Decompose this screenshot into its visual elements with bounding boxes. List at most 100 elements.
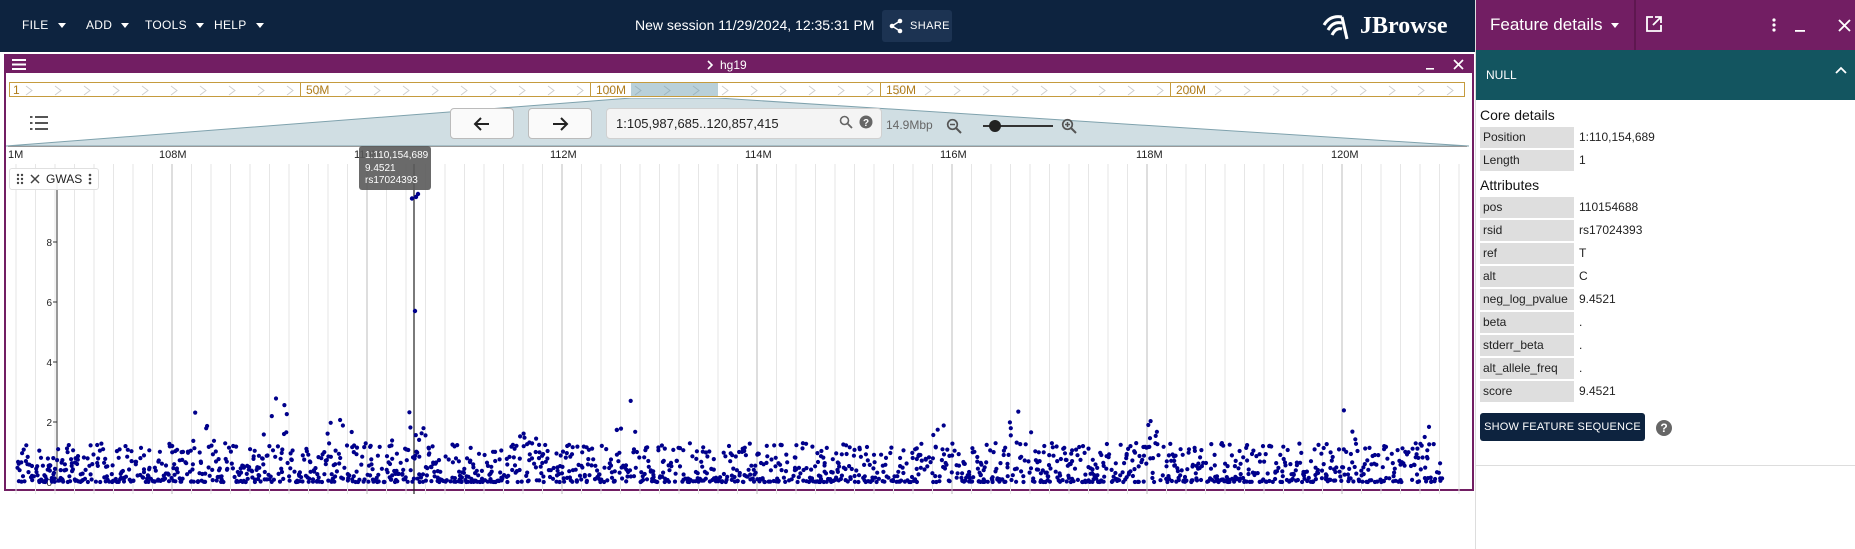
- snp-point: [651, 469, 656, 474]
- snp-point: [1093, 462, 1098, 467]
- snp-point: [595, 468, 600, 473]
- view-title[interactable]: hg19: [706, 58, 747, 72]
- snp-point: [735, 478, 740, 484]
- snp-point: [362, 445, 367, 450]
- session-title[interactable]: New session 11/29/2024, 12:35:31 PM: [635, 17, 875, 33]
- snp-point: [282, 403, 287, 408]
- track-label-gwas[interactable]: GWAS: [9, 168, 100, 190]
- file-menu[interactable]: FILE: [22, 18, 66, 32]
- more-vert-icon[interactable]: [1772, 18, 1776, 32]
- snp-point: [1154, 429, 1159, 434]
- snp-point: [517, 467, 522, 473]
- snp-point: [58, 468, 63, 473]
- snp-point: [1392, 466, 1397, 471]
- feature-details-drawer: Feature details NULL Core details Positi…: [1475, 0, 1855, 549]
- snp-point: [131, 478, 136, 483]
- close-drawer-icon[interactable]: [1838, 19, 1851, 32]
- snp-point: [910, 455, 915, 461]
- gwas-track-plot[interactable]: 8 6 4 2 0: [8, 164, 1467, 494]
- drawer-title: Feature details: [1490, 15, 1603, 34]
- snp-point: [624, 479, 629, 484]
- help-icon[interactable]: ?: [1656, 420, 1672, 436]
- drawer-widget-select[interactable]: Feature details: [1476, 0, 1636, 50]
- snp-point: [751, 479, 757, 484]
- snp-point: [289, 457, 294, 462]
- scroll-right-button[interactable]: [528, 108, 592, 139]
- snp-point: [65, 450, 70, 455]
- snp-point: [265, 453, 270, 458]
- snp-point: [589, 463, 594, 468]
- track-menu-icon[interactable]: [88, 173, 92, 185]
- scroll-left-button[interactable]: [450, 108, 514, 139]
- snp-point: [20, 474, 26, 479]
- feature-accordion-header[interactable]: NULL: [1476, 50, 1855, 100]
- snp-point: [279, 469, 285, 475]
- drag-handle-icon[interactable]: [16, 173, 24, 185]
- snp-point: [20, 451, 25, 456]
- snp-point: [618, 426, 624, 431]
- help-icon[interactable]: ?: [859, 115, 873, 129]
- snp-point: [1126, 446, 1131, 451]
- tooltip-position: 1:110,154,689: [365, 150, 429, 161]
- snp-point: [793, 455, 798, 460]
- view-menu-icon[interactable]: [12, 59, 26, 70]
- snp-point: [1172, 463, 1177, 468]
- zoom-slider-track[interactable]: [983, 125, 1053, 127]
- search-icon[interactable]: [839, 115, 853, 129]
- track-selector-icon[interactable]: [30, 116, 48, 130]
- coordinate-ruler[interactable]: 1M 108M 110M 112M 114M 116M 118M 120M: [8, 146, 1467, 164]
- snp-point: [916, 472, 921, 477]
- snp-point: [1182, 474, 1188, 480]
- snp-point: [760, 476, 765, 481]
- snp-point: [340, 476, 346, 481]
- snp-point: [587, 473, 592, 478]
- snp-point: [909, 474, 915, 480]
- snp-point: [390, 473, 395, 478]
- snp-point: [1122, 461, 1127, 466]
- help-menu[interactable]: HELP: [214, 18, 264, 32]
- location-search-input[interactable]: 1:105,987,685..120,857,415 ?: [606, 108, 882, 139]
- add-menu[interactable]: ADD: [86, 18, 130, 32]
- show-feature-sequence-button[interactable]: SHOW FEATURE SEQUENCE: [1480, 413, 1645, 441]
- chevron-up-icon[interactable]: [1835, 66, 1847, 74]
- overview-highlight[interactable]: [631, 83, 718, 96]
- snp-point: [854, 468, 859, 473]
- attr-row: Length 1: [1480, 149, 1855, 172]
- snp-point: [1150, 456, 1156, 461]
- snp-point: [586, 447, 592, 452]
- snp-point: [668, 460, 674, 465]
- close-icon[interactable]: [1453, 59, 1464, 70]
- minimize-drawer-icon[interactable]: [1794, 18, 1806, 32]
- overview-tick: [880, 83, 881, 96]
- snp-point: [69, 463, 74, 468]
- close-track-icon[interactable]: [30, 174, 40, 184]
- snp-point: [116, 455, 121, 460]
- share-button[interactable]: SHARE: [882, 10, 952, 42]
- snp-point: [1021, 479, 1026, 485]
- snp-point: [1249, 479, 1254, 484]
- snp-point: [1391, 474, 1396, 479]
- snp-point: [180, 449, 186, 454]
- snp-point: [1186, 450, 1191, 455]
- snp-point: [1306, 475, 1311, 480]
- y-axis-tick-label: 8: [46, 238, 52, 249]
- snp-point: [1419, 443, 1424, 448]
- snp-point: [815, 459, 821, 465]
- snp-point: [1254, 454, 1259, 459]
- snp-point: [851, 453, 857, 458]
- snp-point: [733, 454, 738, 459]
- overview-scalebar[interactable]: 1 50M 100M 150M 200M: [9, 82, 1465, 97]
- zoom-out-icon[interactable]: [946, 118, 962, 134]
- snp-point: [1070, 459, 1075, 464]
- snp-point: [882, 479, 887, 484]
- snp-point: [1047, 453, 1052, 458]
- snp-point: [654, 479, 659, 484]
- file-menu-label: FILE: [22, 18, 49, 32]
- open-in-new-icon[interactable]: [1645, 15, 1663, 33]
- minimize-icon[interactable]: [1425, 59, 1435, 70]
- zoom-slider-thumb[interactable]: [989, 120, 1001, 132]
- snp-point: [1263, 452, 1268, 457]
- zoom-in-icon[interactable]: [1061, 118, 1077, 134]
- snp-point: [141, 453, 147, 458]
- tools-menu[interactable]: TOOLS: [145, 18, 204, 32]
